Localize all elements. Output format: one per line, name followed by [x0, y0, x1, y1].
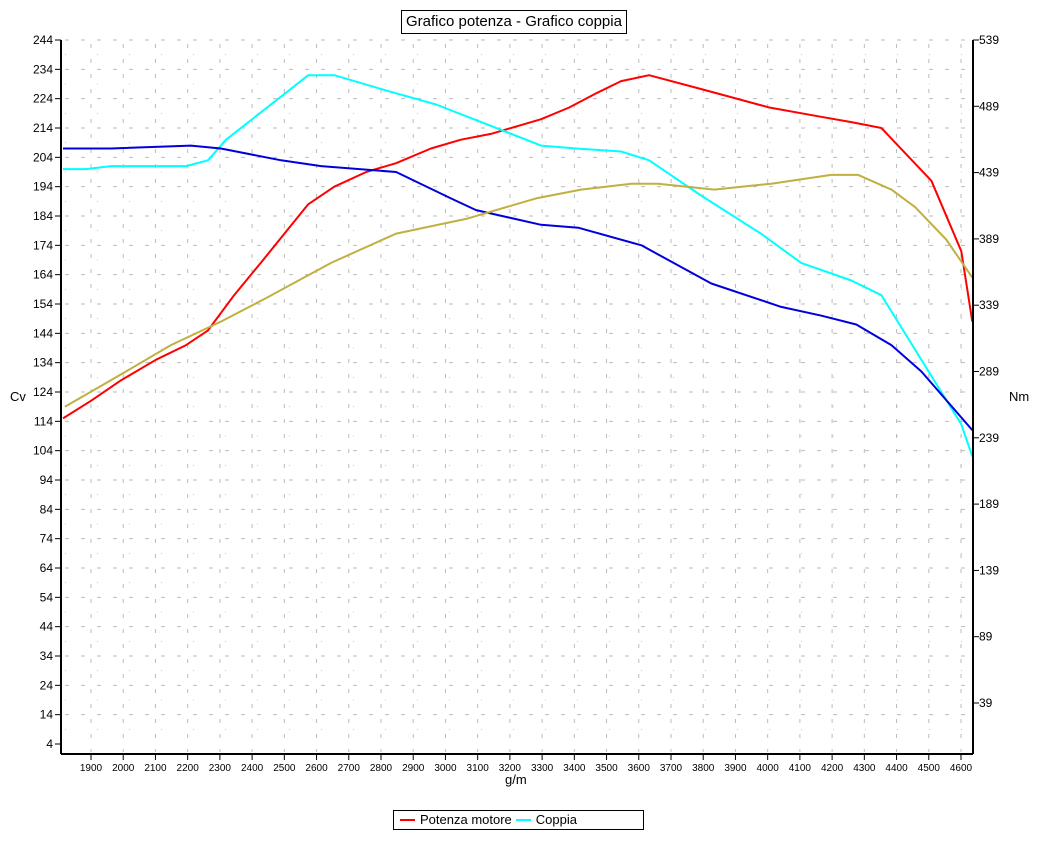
svg-text:3100: 3100 — [467, 763, 490, 774]
svg-text:124: 124 — [33, 385, 53, 399]
svg-text:2600: 2600 — [305, 763, 328, 774]
svg-text:164: 164 — [33, 268, 53, 282]
svg-text:14: 14 — [40, 708, 54, 722]
svg-text:3500: 3500 — [595, 763, 618, 774]
x-axis-label: g/m — [505, 772, 527, 787]
svg-text:2100: 2100 — [144, 763, 167, 774]
svg-text:244: 244 — [33, 33, 53, 47]
svg-text:2000: 2000 — [112, 763, 135, 774]
svg-text:3300: 3300 — [531, 763, 554, 774]
legend-label: Potenza motore — [420, 812, 512, 827]
series-lines — [62, 74, 974, 457]
svg-text:3600: 3600 — [628, 763, 651, 774]
svg-text:3900: 3900 — [724, 763, 747, 774]
svg-text:189: 189 — [979, 497, 999, 511]
svg-text:3400: 3400 — [563, 763, 586, 774]
legend-item-coppia: Coppia — [515, 810, 577, 830]
svg-text:4300: 4300 — [853, 763, 876, 774]
svg-text:94: 94 — [40, 473, 54, 487]
svg-text:489: 489 — [979, 99, 999, 113]
svg-text:439: 439 — [979, 166, 999, 180]
svg-text:204: 204 — [33, 150, 53, 164]
svg-text:2900: 2900 — [402, 763, 425, 774]
svg-text:4200: 4200 — [821, 763, 844, 774]
svg-text:2700: 2700 — [338, 763, 361, 774]
svg-text:3000: 3000 — [434, 763, 457, 774]
svg-text:114: 114 — [34, 414, 53, 428]
svg-text:184: 184 — [33, 209, 53, 223]
svg-text:64: 64 — [40, 561, 54, 575]
svg-text:2400: 2400 — [241, 763, 264, 774]
chart-title: Grafico potenza - Grafico coppia — [401, 10, 627, 34]
series-line — [62, 74, 974, 420]
series-line — [63, 74, 974, 457]
svg-text:1900: 1900 — [80, 763, 103, 774]
svg-text:89: 89 — [979, 630, 993, 644]
svg-text:139: 139 — [979, 563, 999, 577]
y-right-axis-label: Nm — [1009, 389, 1030, 404]
svg-text:2300: 2300 — [209, 763, 232, 774]
chart-legend: Potenza motore Coppia — [393, 810, 644, 830]
svg-text:194: 194 — [33, 180, 53, 194]
legend-label: Coppia — [535, 812, 577, 827]
svg-text:39: 39 — [979, 696, 993, 710]
y-left-axis-label: Cv — [10, 389, 26, 404]
svg-text:134: 134 — [33, 356, 53, 370]
svg-text:84: 84 — [40, 502, 54, 516]
svg-text:34: 34 — [40, 649, 54, 663]
svg-text:2500: 2500 — [273, 763, 296, 774]
axes: 4 14 24 34 44 54 64 74 84 94 104 114 124 134 144 154 164… — [33, 33, 999, 774]
svg-text:24: 24 — [40, 678, 54, 692]
svg-text:104: 104 — [33, 444, 53, 458]
svg-text:4600: 4600 — [950, 763, 973, 774]
grid — [65, 39, 971, 752]
svg-text:239: 239 — [979, 431, 999, 445]
svg-text:2200: 2200 — [177, 763, 200, 774]
svg-text:224: 224 — [33, 92, 53, 106]
legend-swatch-cyan-icon — [515, 819, 531, 821]
svg-text:4400: 4400 — [885, 763, 908, 774]
svg-text:4: 4 — [46, 737, 53, 751]
svg-text:2800: 2800 — [370, 763, 393, 774]
svg-text:74: 74 — [40, 532, 54, 546]
svg-text:44: 44 — [40, 620, 54, 634]
svg-text:234: 234 — [33, 62, 53, 76]
svg-text:4500: 4500 — [918, 763, 941, 774]
svg-text:539: 539 — [979, 33, 999, 47]
series-line — [63, 144, 974, 431]
series-line — [64, 173, 974, 408]
svg-text:289: 289 — [979, 365, 999, 379]
legend-swatch-red-icon — [400, 819, 415, 821]
svg-text:339: 339 — [979, 298, 999, 312]
svg-text:154: 154 — [33, 297, 53, 311]
svg-text:4000: 4000 — [757, 763, 780, 774]
svg-text:3700: 3700 — [660, 763, 683, 774]
svg-text:214: 214 — [33, 121, 53, 135]
svg-text:144: 144 — [33, 326, 53, 340]
svg-text:389: 389 — [979, 232, 999, 246]
legend-item-potenza: Potenza motore — [400, 810, 512, 830]
svg-text:174: 174 — [33, 238, 53, 252]
svg-text:3200: 3200 — [499, 763, 522, 774]
svg-text:4100: 4100 — [789, 763, 812, 774]
svg-text:3800: 3800 — [692, 763, 715, 774]
svg-text:54: 54 — [40, 590, 54, 604]
